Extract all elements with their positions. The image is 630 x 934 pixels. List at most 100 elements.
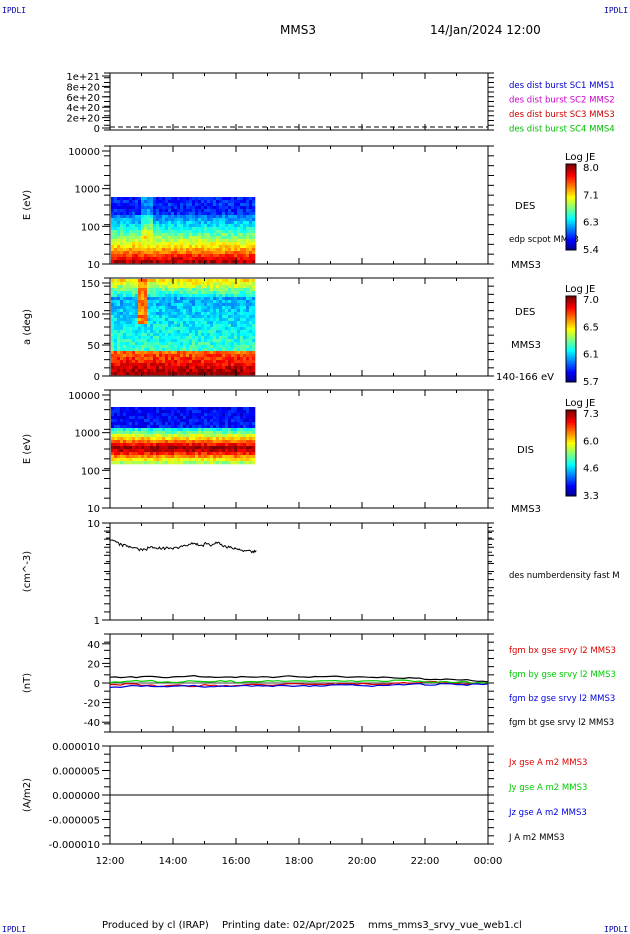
colorbar-tick-2-3: 5.7 [583,377,599,388]
colorbar-cell [566,345,576,349]
colorbar-cell [566,304,576,308]
dis-instrument-label: DIS [517,445,534,456]
colorbar-cell [566,334,576,338]
colorbar-cell [566,196,576,199]
x-tick-label-4: 20:00 [348,856,377,867]
colorbar-cell [566,207,576,210]
colorbar-cell [566,459,576,463]
colorbar-cell [566,243,576,247]
colorbar-tick-1-1: 7.1 [583,190,599,201]
colorbar-tick-1-2: 6.3 [583,218,599,229]
colorbar-cell [566,491,576,495]
colorbar-cell [566,373,576,377]
y-tick-label-6-0: 0.000010 [52,742,100,753]
colorbar-cell [566,311,576,314]
scpot-overplot-label: edp scpot MMS3 [509,235,579,245]
colorbar-cell [566,330,576,334]
colorbar-cell [566,313,576,316]
des-energy-spacecraft-label: MMS3 [511,260,541,271]
colorbar-cell [566,465,576,469]
y-tick-label-0-1: 8e+20 [66,82,100,93]
colorbar-cell [566,332,576,336]
y-tick-label-2-2: 50 [87,341,100,352]
colorbar-tick-1-3: 5.4 [583,245,599,256]
colorbar-cell [566,437,576,441]
density-series-line [109,539,257,554]
y-tick-label-1-3: 10 [87,260,100,271]
colorbar-cell [566,247,576,251]
y-tick-label-3-1: 1000 [75,429,100,440]
colorbar-cell [566,375,576,379]
y-tick-label-1-2: 100 [81,222,100,233]
y-tick-label-2-1: 100 [81,310,100,321]
footer-printing-date: Printing date: 02/Apr/2025 [222,920,355,931]
colorbar-cell [566,170,576,174]
colorbar-cell [566,422,576,426]
colorbar-cell [566,194,576,197]
colorbar-cell [566,442,576,445]
colorbar-cell [566,416,576,420]
colorbar-cell [566,431,576,435]
colorbar-cell [566,174,576,178]
colorbar-cell [566,371,576,374]
spacecraft-title: MMS3 [280,23,316,37]
colorbar-cell [566,328,576,331]
des-energy-instrument-label: DES [515,201,535,212]
colorbar-title-3: Log JE [565,398,595,409]
corner-label-bottom-right: IPDLI [604,925,629,934]
colorbar-cell [566,222,576,225]
colorbar-cell [566,379,576,383]
burst-legend-1: des dist burst SC1 MMS1 [509,81,615,91]
colorbar-cell [566,315,576,318]
colorbar-cell [566,476,576,480]
colorbar-cell [566,366,576,370]
colorbar-cell [566,444,576,448]
y-tick-label-0-3: 4e+20 [66,103,100,114]
y-tick-label-5-1: 20 [87,659,100,670]
colorbar-cell [566,480,576,484]
b-series-line-2 [109,682,489,689]
y-tick-label-6-3: -0.000005 [49,816,100,827]
y-tick-label-0-4: 2e+20 [66,114,100,125]
colorbar-cell [566,187,576,191]
y-axis-label-1: E (eV) [22,190,33,220]
y-tick-label-1-1: 1000 [75,185,100,196]
colorbar-tick-3-3: 3.3 [583,491,599,502]
colorbar-cell [566,298,576,301]
colorbar-cell [566,463,576,467]
colorbar-cell [566,425,576,428]
pitch-instrument-label: DES [515,307,535,318]
x-tick-label-5: 22:00 [411,856,440,867]
panel-frame-4 [109,522,489,621]
colorbar-cell [566,191,576,195]
y-tick-label-6-1: 0.000005 [52,767,100,778]
colorbar-cell [566,326,576,329]
colorbar-tick-3-0: 7.3 [583,409,599,420]
colorbar-cell [566,470,576,473]
colorbar-cell [566,457,576,460]
colorbar-cell [566,358,576,361]
colorbar-cell [566,487,576,491]
colorbar-cell [566,217,576,221]
y-tick-label-5-3: -20 [84,699,100,710]
colorbar-tick-2-2: 6.1 [583,350,599,361]
colorbar-cell [566,200,576,204]
panel-frame-0 [109,72,489,131]
colorbar-cell [566,336,576,340]
j-legend-0: Jx gse A m2 MMS3 [508,758,587,768]
y-axis-label-3: E (eV) [22,434,33,464]
y-tick-label-0-5: 0 [94,124,100,135]
density-legend: des numberdensity fast M [509,571,620,581]
colorbar-cell [566,237,576,240]
colorbar-title-2: Log JE [565,284,595,295]
colorbar-cell [566,306,576,310]
colorbar-cell [566,410,576,413]
b-series-line-1 [109,679,489,685]
colorbar-cell [566,183,576,186]
colorbar-frame-1 [565,163,577,251]
x-tick-label-2: 16:00 [222,856,251,867]
colorbar-cell [566,166,576,169]
colorbar-cell [566,420,576,424]
colorbar-cell [566,351,576,355]
colorbar-cell [566,343,576,346]
